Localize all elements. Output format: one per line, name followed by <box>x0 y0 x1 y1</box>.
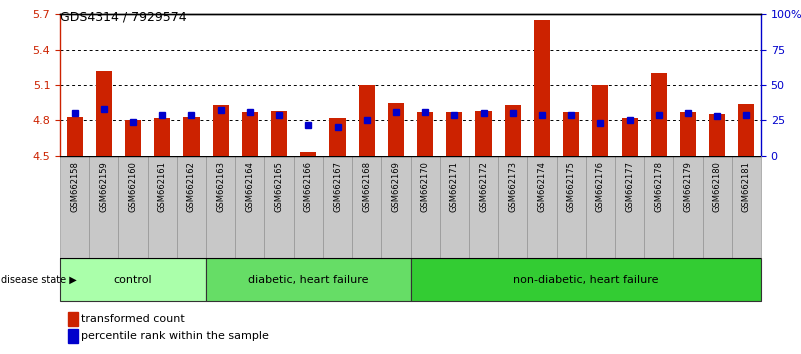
Bar <box>155 118 171 156</box>
Bar <box>119 156 147 258</box>
Bar <box>359 85 375 156</box>
Bar <box>446 112 462 156</box>
Bar <box>498 156 527 258</box>
Bar <box>505 105 521 156</box>
Text: GSM662181: GSM662181 <box>742 161 751 212</box>
Bar <box>60 258 206 301</box>
Text: GSM662180: GSM662180 <box>713 161 722 212</box>
Text: GSM662167: GSM662167 <box>333 161 342 212</box>
Bar <box>410 156 440 258</box>
Text: GSM662178: GSM662178 <box>654 161 663 212</box>
Bar <box>586 156 615 258</box>
Bar <box>323 156 352 258</box>
Text: control: control <box>114 275 152 285</box>
Bar <box>739 104 755 156</box>
Text: GSM662176: GSM662176 <box>596 161 605 212</box>
Text: GSM662159: GSM662159 <box>99 161 108 212</box>
Text: GSM662171: GSM662171 <box>450 161 459 212</box>
Text: GSM662166: GSM662166 <box>304 161 313 212</box>
Text: GSM662170: GSM662170 <box>421 161 429 212</box>
Text: GDS4314 / 7929574: GDS4314 / 7929574 <box>60 11 187 24</box>
Bar <box>60 156 89 258</box>
Bar <box>702 156 732 258</box>
Bar <box>476 111 492 156</box>
Text: non-diabetic, heart failure: non-diabetic, heart failure <box>513 275 658 285</box>
Bar <box>206 258 410 301</box>
Bar <box>66 117 83 156</box>
Bar <box>329 118 345 156</box>
Bar <box>615 156 644 258</box>
Bar <box>410 258 761 301</box>
Text: GSM662174: GSM662174 <box>537 161 546 212</box>
Bar <box>235 156 264 258</box>
Bar <box>271 111 287 156</box>
Bar <box>388 103 404 156</box>
Text: GSM662161: GSM662161 <box>158 161 167 212</box>
Bar <box>177 156 206 258</box>
Bar <box>206 156 235 258</box>
Text: GSM662165: GSM662165 <box>275 161 284 212</box>
Bar <box>644 156 674 258</box>
Text: GSM662173: GSM662173 <box>508 161 517 212</box>
Text: disease state ▶: disease state ▶ <box>1 275 77 285</box>
Bar <box>440 156 469 258</box>
Bar <box>89 156 119 258</box>
Bar <box>381 156 410 258</box>
Bar <box>183 117 199 156</box>
Bar <box>264 156 294 258</box>
Bar <box>212 105 229 156</box>
Text: GSM662164: GSM662164 <box>245 161 255 212</box>
Text: GSM662177: GSM662177 <box>625 161 634 212</box>
Text: GSM662168: GSM662168 <box>362 161 371 212</box>
Bar <box>96 71 112 156</box>
Text: transformed count: transformed count <box>81 314 185 324</box>
Text: GSM662179: GSM662179 <box>683 161 692 212</box>
Bar <box>294 156 323 258</box>
Text: percentile rank within the sample: percentile rank within the sample <box>81 331 269 341</box>
Bar <box>469 156 498 258</box>
Bar <box>417 112 433 156</box>
Bar <box>680 112 696 156</box>
Bar <box>563 112 579 156</box>
Bar <box>147 156 177 258</box>
Bar <box>650 73 666 156</box>
Bar <box>622 118 638 156</box>
Bar <box>732 156 761 258</box>
Text: GSM662163: GSM662163 <box>216 161 225 212</box>
Text: GSM662162: GSM662162 <box>187 161 196 212</box>
Bar <box>125 120 141 156</box>
Text: GSM662175: GSM662175 <box>566 161 576 212</box>
Text: GSM662160: GSM662160 <box>129 161 138 212</box>
Bar <box>300 152 316 156</box>
Bar <box>534 20 550 156</box>
Text: GSM662158: GSM662158 <box>70 161 79 212</box>
Bar <box>242 112 258 156</box>
Bar <box>674 156 702 258</box>
Bar <box>527 156 557 258</box>
Bar <box>709 114 725 156</box>
Bar <box>352 156 381 258</box>
Bar <box>557 156 586 258</box>
Text: GSM662169: GSM662169 <box>392 161 400 212</box>
Text: GSM662172: GSM662172 <box>479 161 488 212</box>
Bar <box>592 85 609 156</box>
Text: diabetic, heart failure: diabetic, heart failure <box>248 275 368 285</box>
